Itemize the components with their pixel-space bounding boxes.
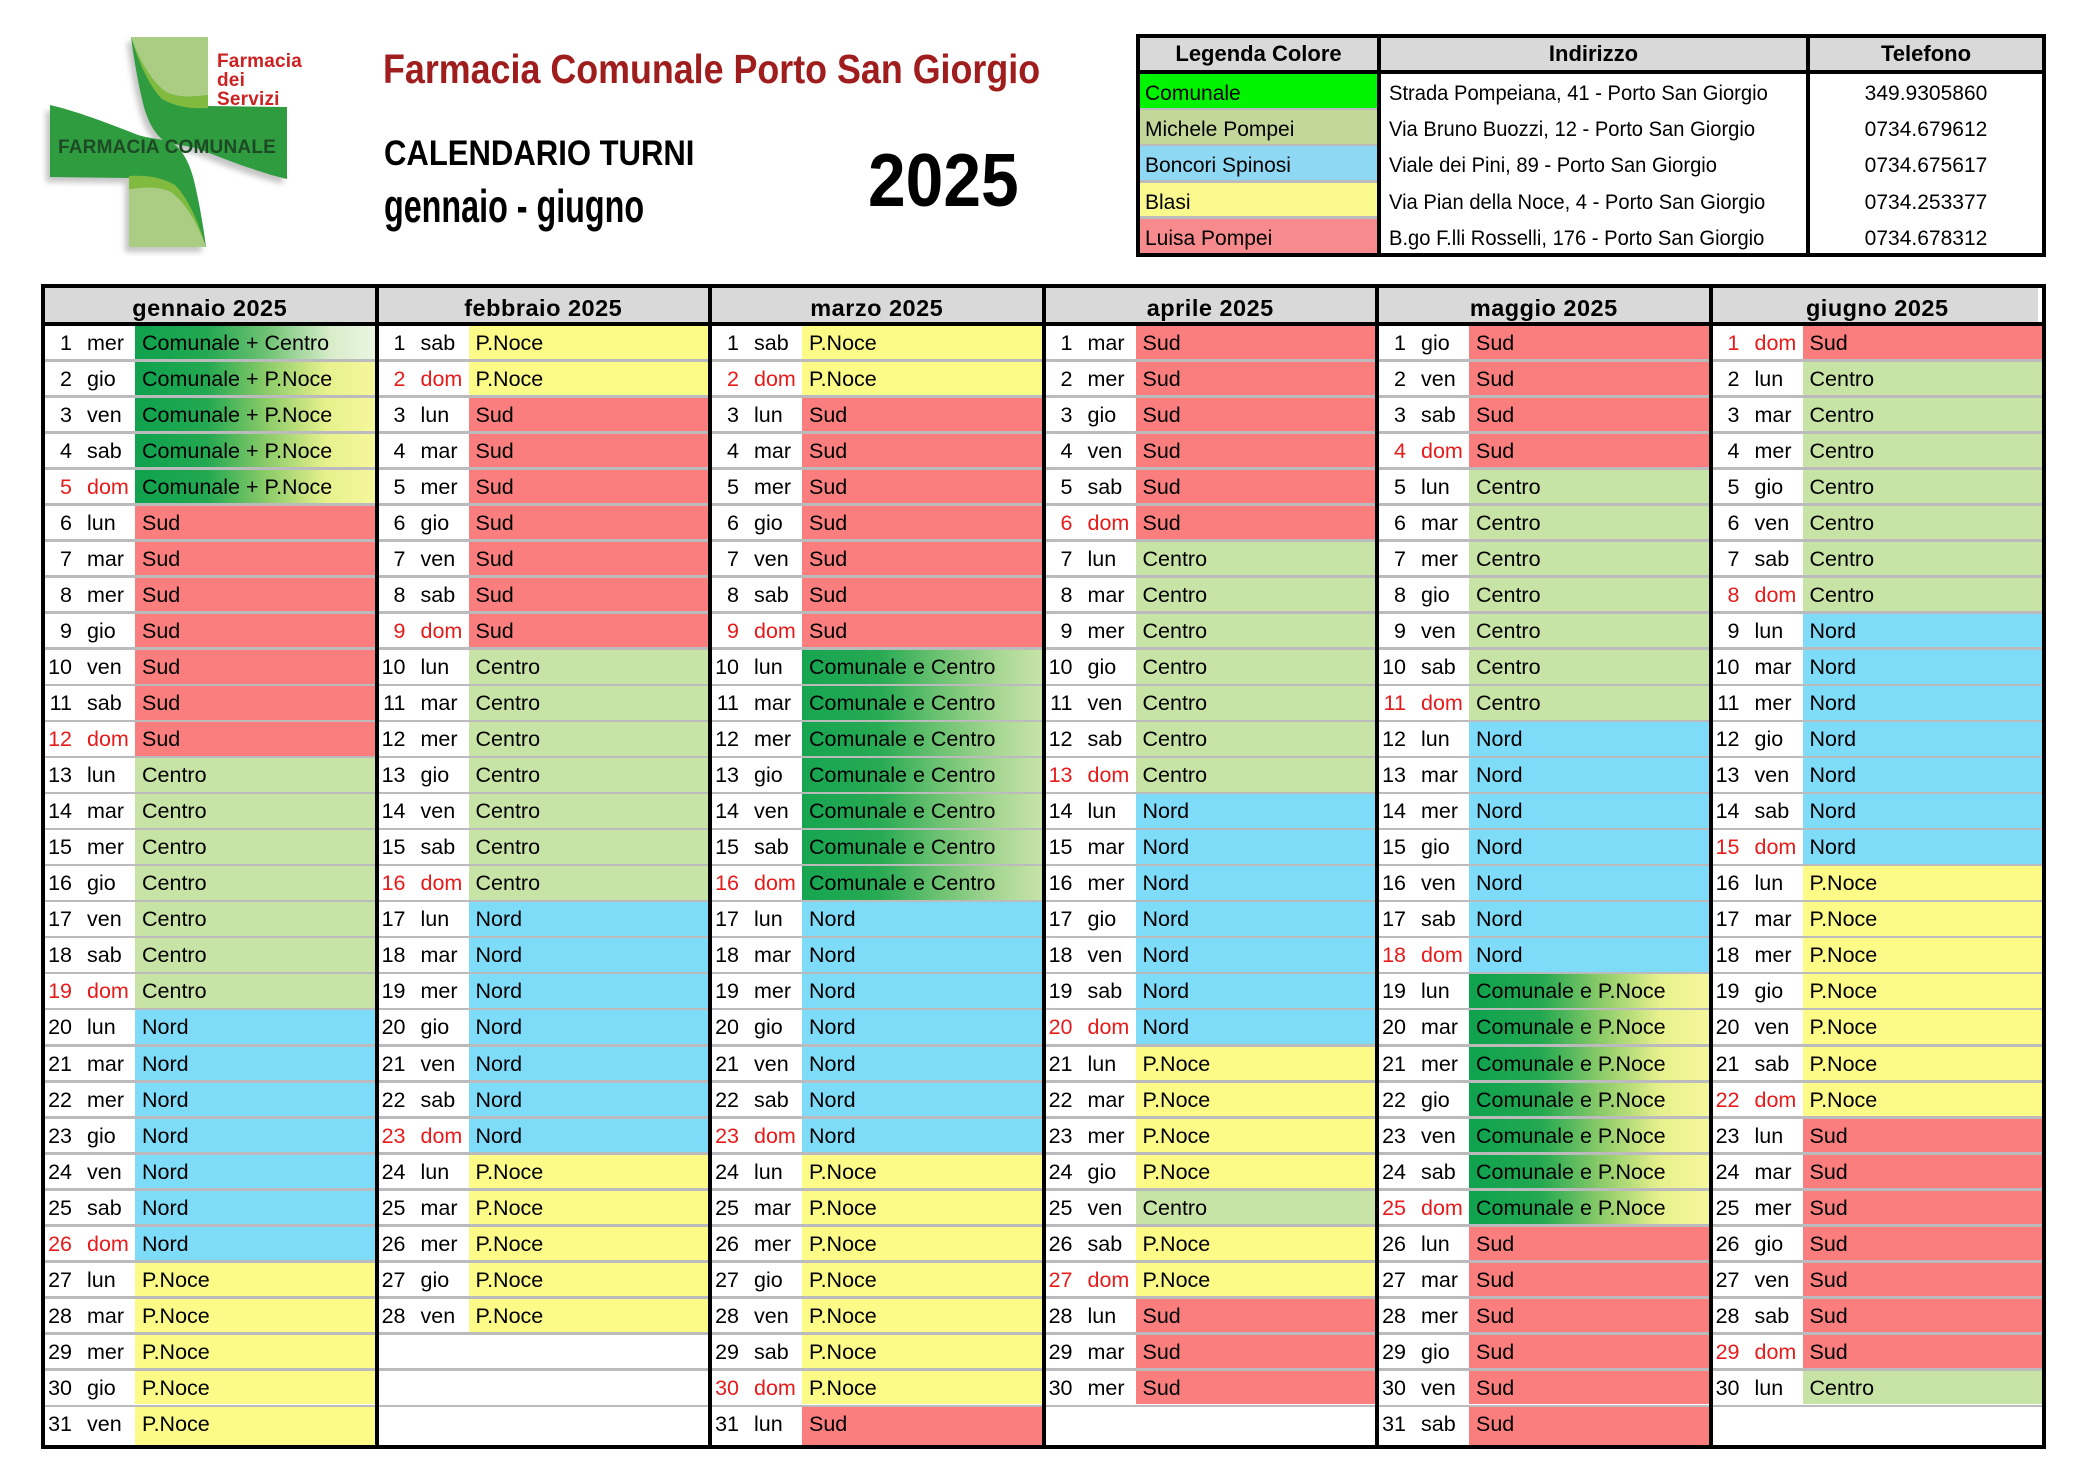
svg-text:Servizi: Servizi <box>217 89 280 110</box>
svg-text:dei: dei <box>217 70 245 91</box>
svg-text:FARMACIA COMUNALE: FARMACIA COMUNALE <box>58 137 276 158</box>
svg-text:Farmacia: Farmacia <box>217 51 302 72</box>
